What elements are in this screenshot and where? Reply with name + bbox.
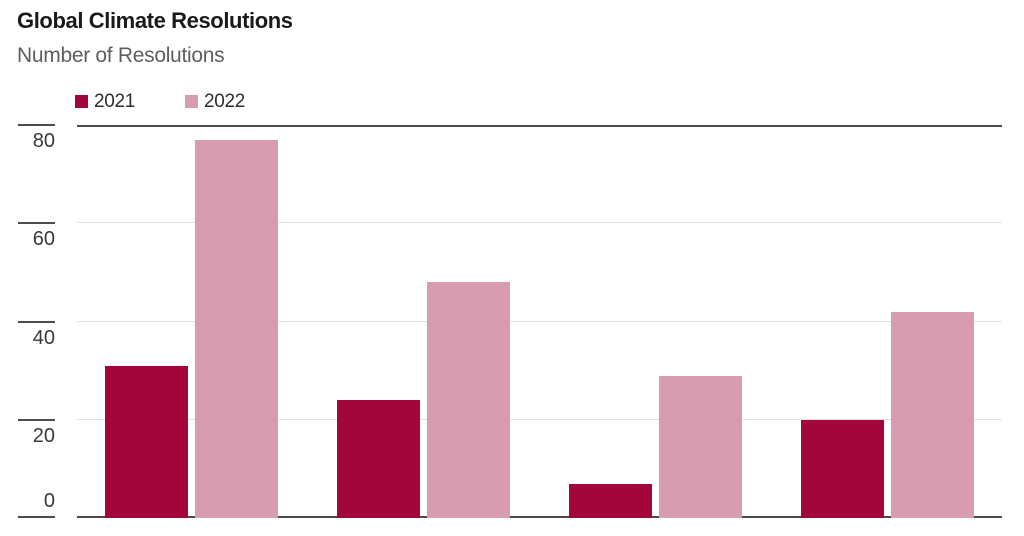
gridline-y-60 <box>77 222 1002 223</box>
bar-2021-group1 <box>105 366 188 518</box>
legend-swatch-2022-icon <box>185 94 198 108</box>
x-axis-baseline <box>77 516 1002 518</box>
chart-y-axis-title: Number of Resolutions <box>17 44 225 67</box>
y-tick-label-80: 80 <box>32 130 55 152</box>
legend-item-2022: 2022 <box>185 90 246 112</box>
y-tick-label-40: 40 <box>32 327 55 349</box>
bar-2021-group4 <box>801 420 884 518</box>
bar-2022-group2 <box>427 282 510 518</box>
bar-2021-group2 <box>337 400 420 518</box>
gridline-y-80 <box>77 125 1002 127</box>
gridline-y-40 <box>77 321 1002 322</box>
y-tick-label-0: 0 <box>43 490 55 512</box>
gridline-y-20 <box>77 419 1002 420</box>
y-tick-label-60: 60 <box>32 228 55 250</box>
bar-2022-group3 <box>659 376 742 518</box>
y-tick-mark-40 <box>18 321 55 323</box>
bar-2022-group4 <box>891 312 974 518</box>
legend-label-2021: 2021 <box>94 90 136 112</box>
y-tick-mark-80 <box>18 124 55 126</box>
legend-label-2022: 2022 <box>204 90 246 112</box>
bar-2021-group3 <box>569 484 652 518</box>
y-tick-mark-20 <box>18 419 55 421</box>
legend-swatch-2021-icon <box>75 94 88 108</box>
y-tick-label-20: 20 <box>32 425 55 447</box>
y-tick-mark-0 <box>18 516 55 518</box>
legend-item-2021: 2021 <box>75 90 136 112</box>
chart-title: Global Climate Resolutions <box>17 8 293 33</box>
plot-area <box>77 125 1002 518</box>
bar-2022-group1 <box>195 140 278 518</box>
y-tick-mark-60 <box>18 222 55 224</box>
